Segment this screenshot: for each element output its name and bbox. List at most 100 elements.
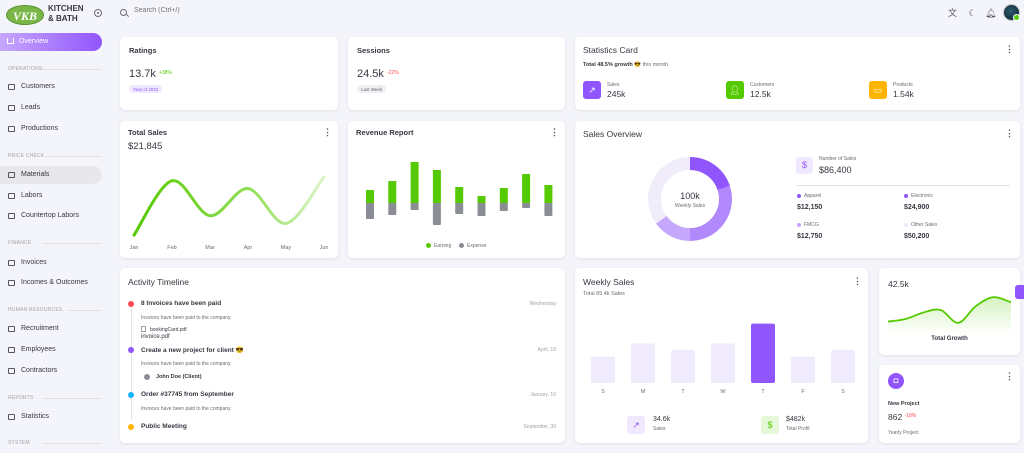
brand-logo[interactable]: VKB KITCHEN & BATH: [6, 4, 106, 26]
earning-bar: [477, 196, 486, 203]
number-of-sales-value: $86,400: [819, 165, 852, 175]
contractor-icon: [8, 368, 15, 374]
section-human-resources: HUMAN RESOURCES: [8, 307, 63, 313]
event-time: January, 10: [530, 392, 556, 398]
x-tick-label: Jun: [320, 245, 329, 251]
sidebar-item-productions[interactable]: Productions: [0, 120, 102, 138]
card-title: Weekly Sales: [583, 277, 635, 287]
people-icon: [8, 347, 15, 353]
x-tick-label: Feb: [167, 245, 176, 251]
event-time: April, 18: [537, 347, 556, 353]
home-icon: [7, 38, 14, 44]
sidebar-item-customers[interactable]: Customers: [0, 78, 102, 96]
trending-up-icon: ↗: [627, 416, 645, 434]
sidebar-item-leads[interactable]: Leads: [0, 99, 102, 117]
sidebar-pin-icon[interactable]: [94, 9, 102, 17]
sidebar-item-label: Countertop Labors: [21, 212, 79, 219]
sidebar-item-recruitment[interactable]: Recruitment: [0, 320, 102, 338]
ratings-value: 13.7k +38%: [129, 68, 172, 80]
growth-line: [887, 296, 1012, 324]
countertop-icon: [8, 213, 15, 219]
week-chip: Last Week: [357, 85, 387, 93]
dark-mode-icon[interactable]: ☾: [968, 8, 977, 18]
more-vertical-icon[interactable]: ⋮: [1005, 371, 1014, 381]
event-title: Order #37745 from September: [141, 391, 234, 398]
cellphone-link-icon: ▭: [869, 81, 887, 99]
earning-bar: [366, 190, 374, 203]
more-vertical-icon[interactable]: ⋮: [323, 127, 332, 137]
timeline-dot-error: [128, 301, 134, 307]
more-vertical-icon[interactable]: ⋮: [853, 276, 862, 286]
notification-bell-icon[interactable]: 🔔︎: [985, 8, 997, 18]
x-tick-label: May: [281, 245, 292, 251]
weekly-bar: [591, 356, 615, 383]
attachment-alt[interactable]: invoice.pdf: [141, 334, 170, 340]
trending-up-icon: ↗: [583, 81, 601, 99]
value-text: 13.7k: [129, 68, 156, 80]
earning-bar: [432, 170, 441, 203]
section-price-check: PRICE CHECK: [8, 153, 45, 159]
user-avatar[interactable]: [1003, 4, 1020, 21]
sidebar-item-statistics[interactable]: Statistics: [0, 408, 102, 426]
divider: [796, 185, 1010, 186]
statistics-icon: [8, 414, 15, 420]
translate-icon[interactable]: 文: [948, 8, 958, 18]
total-sales-line: [132, 175, 326, 237]
earning-bar: [410, 162, 419, 203]
weekly-bar: [791, 356, 815, 383]
sidebar-item-incomes-outcomes[interactable]: Incomes & Outcomes: [0, 274, 102, 292]
event-title: Create a new project for client 😎: [141, 347, 244, 354]
earning-bar: [455, 187, 464, 203]
account-icon: 👤︎: [726, 81, 744, 99]
cash-icon: [8, 280, 15, 286]
event-desc: Invoices have been paid to the company.: [141, 406, 232, 412]
weekly-bar: [711, 343, 735, 383]
sidebar-item-materials[interactable]: Materials: [0, 166, 102, 184]
divider: [42, 156, 102, 157]
statistics-card: Statistics Card ⋮ Total 48.5% growth 😎 t…: [575, 37, 1020, 110]
legend-dot: [459, 243, 464, 248]
search-icon[interactable]: [120, 9, 127, 16]
expense-bar: [432, 203, 441, 225]
legend-other-sales: Other Sales: [904, 222, 937, 228]
legend-dot: [797, 223, 801, 227]
weekly-bar: [631, 343, 655, 383]
sidebar-item-label: Statistics: [21, 413, 50, 420]
card-title: Total Sales: [128, 128, 168, 137]
total-sales-line-chart: Jan Feb Mar Apr May Jun: [130, 175, 329, 251]
divider: [68, 310, 102, 311]
sidebar-item-overview[interactable]: Overview: [0, 33, 102, 51]
sidebar-item-label: Employees: [21, 346, 56, 353]
stat-label: Products: [893, 82, 913, 88]
stat-label: Sales: [607, 82, 620, 88]
legend-earning: Earning: [426, 243, 451, 249]
year-chip: Year of 2022: [129, 85, 163, 93]
attachment-name[interactable]: bookingCard.pdf: [150, 327, 187, 333]
divider: [42, 443, 102, 444]
more-vertical-icon[interactable]: ⋮: [1005, 44, 1014, 54]
section-operations: OPERATIONS: [8, 66, 43, 72]
more-vertical-icon[interactable]: ⋮: [1005, 128, 1014, 138]
sales-donut-chart: [648, 157, 732, 241]
person-add-icon: [8, 326, 15, 332]
legend-label: Earning: [434, 243, 452, 249]
dollar-icon: $: [796, 157, 813, 174]
card-title: Revenue Report: [356, 128, 414, 137]
sidebar-item-labors[interactable]: Labors: [0, 187, 102, 205]
apparel-value: $12,150: [797, 204, 823, 211]
stat-value: 12.5k: [750, 89, 771, 99]
sidebar-item-invoices[interactable]: Invoices: [0, 254, 102, 272]
change-badge: -18%: [904, 413, 917, 419]
search-input[interactable]: [134, 7, 334, 14]
logo-mark: VKB: [6, 5, 44, 25]
more-vertical-icon[interactable]: ⋮: [550, 127, 559, 137]
sidebar-item-employees[interactable]: Employees: [0, 341, 102, 359]
section-finance: FINANCE: [8, 240, 32, 246]
customizer-toggle[interactable]: [1015, 285, 1024, 299]
sidebar-item-countertop-labors[interactable]: Countertop Labors: [0, 207, 102, 225]
sidebar-item-contractors[interactable]: Contractors: [0, 362, 102, 380]
expense-bar: [499, 203, 508, 211]
top-bar: 文 ☾ 🔔︎: [112, 0, 1024, 28]
revenue-report-card: Revenue Report ⋮ Earning Expense: [348, 121, 565, 258]
new-project-card: ◘ ⋮ New Project 862 -18% Yearly Project: [879, 365, 1020, 443]
